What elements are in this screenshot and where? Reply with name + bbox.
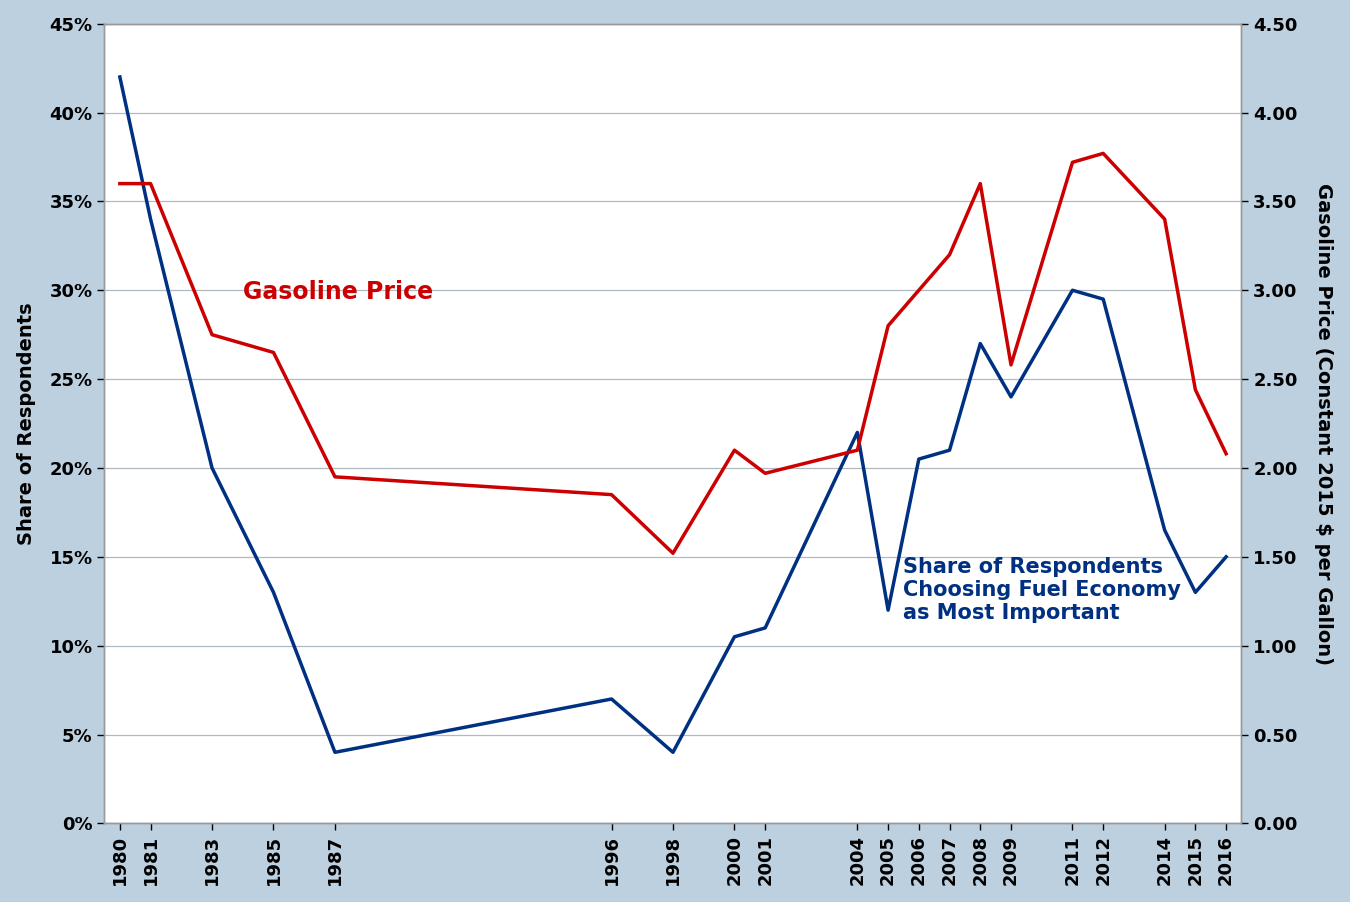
Text: Share of Respondents
Choosing Fuel Economy
as Most Important: Share of Respondents Choosing Fuel Econo… — [903, 557, 1181, 623]
Y-axis label: Gasoline Price (Constant 2015 $ per Gallon): Gasoline Price (Constant 2015 $ per Gall… — [1315, 182, 1334, 665]
Y-axis label: Share of Respondents: Share of Respondents — [16, 302, 35, 545]
Text: Gasoline Price: Gasoline Price — [243, 281, 433, 304]
